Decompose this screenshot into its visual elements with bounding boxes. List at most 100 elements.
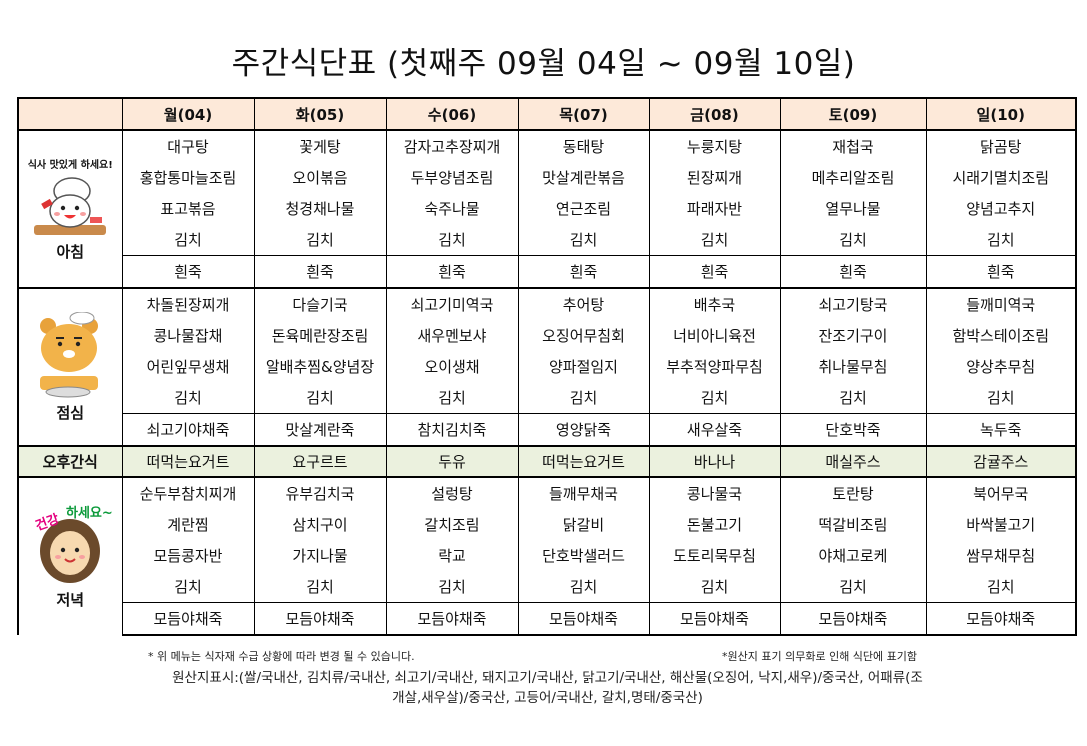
day-header-row: 월(04) 화(05) 수(06) 목(07) 금(08) 토(09) 일(10…: [17, 97, 1077, 131]
breakfast-row: 식사 맛있게 하세요! 아침 대구탕 꽃게탕 감자고추장찌개 동태탕 누룽지탕 …: [17, 130, 1077, 288]
menu-cell: 모듬야채죽: [779, 602, 927, 636]
snack-row: 오후간식 떠먹는요거트 요구르트 두유 떠먹는요거트 바나나 매실주스 감귤주스: [17, 445, 1077, 478]
menu-cell: 다슬기국: [253, 287, 387, 320]
weekly-menu-table: 월(04) 화(05) 수(06) 목(07) 금(08) 토(09) 일(10…: [17, 97, 1077, 636]
menu-cell: 김치: [517, 571, 650, 603]
menu-cell: 취나물무침: [779, 351, 927, 382]
menu-cell: 바싹불고기: [925, 509, 1077, 540]
bear-character-icon: [40, 311, 99, 397]
menu-cell: 김치: [925, 382, 1077, 414]
menu-cell: 떡갈비조림: [779, 509, 927, 540]
day-header: 화(05): [253, 97, 387, 131]
menu-cell: 감자고추장찌개: [385, 130, 519, 162]
origin-label-note: *원산지 표기 의무화로 인해 식단에 표기함: [722, 650, 918, 663]
menu-cell: 김치: [385, 571, 519, 603]
dinner-row: 모듬콩자반 가지나물 락교 단호박샐러드 도토리묵무침 야채고로케 쌈무채무침: [18, 540, 1077, 571]
menu-cell: 함박스테이조림: [925, 320, 1077, 351]
menu-cell: 파래자반: [648, 193, 781, 224]
menu-cell: 쌈무채무침: [925, 540, 1077, 571]
snack-label: 오후간식: [17, 445, 123, 478]
menu-cell: 김치: [779, 382, 927, 414]
breakfast-label-cell: 식사 맛있게 하세요! 아침: [17, 130, 123, 288]
menu-cell: 락교: [385, 540, 519, 571]
menu-cell: 홍합통마늘조림: [121, 162, 255, 193]
menu-cell: 청경채나물: [253, 193, 387, 224]
dinner-row: 계란찜 삼치구이 갈치조림 닭갈비 돈불고기 떡갈비조림 바싹불고기: [18, 509, 1077, 540]
menu-cell: 김치: [925, 224, 1077, 256]
menu-cell: 꽃게탕: [253, 130, 387, 162]
menu-cell: 흰죽: [925, 255, 1077, 288]
menu-cell: 김치: [925, 571, 1077, 603]
menu-cell: 도토리묵무침: [648, 540, 781, 571]
menu-cell: 가지나물: [253, 540, 387, 571]
day-header: 목(07): [517, 97, 650, 131]
menu-cell: 모듬야채죽: [385, 602, 519, 636]
menu-cell: 요구르트: [253, 445, 387, 478]
origin-info-line2: 개살,새우살)/중국산, 고등어/국내산, 갈치,명태/중국산): [392, 690, 703, 706]
menu-cell: 배추국: [648, 287, 781, 320]
menu-cell: 김치: [385, 382, 519, 414]
corner-cell: [17, 97, 123, 131]
menu-cell: 쇠고기야채죽: [121, 413, 255, 446]
menu-cell: 맛살계란볶음: [517, 162, 650, 193]
menu-cell: 계란찜: [121, 509, 255, 540]
menu-cell: 닭갈비: [517, 509, 650, 540]
menu-cell: 모듬야채죽: [925, 602, 1077, 636]
dinner-row: 건강 하세요~ 저녁 순두부참치찌개 유부김치국 설렁탕 들깨무채국 콩나물국 …: [17, 477, 1077, 635]
menu-cell: 김치: [517, 224, 650, 256]
page-title: 주간식단표 (첫째주 09월 04일 ~ 09월 10일): [231, 46, 856, 82]
menu-cell: 단호박죽: [779, 413, 927, 446]
menu-cell: 동태탕: [517, 130, 650, 162]
menu-cell: 김치: [648, 571, 781, 603]
menu-cell: 김치: [253, 571, 387, 603]
dinner-porridge-row: 모듬야채죽 모듬야채죽 모듬야채죽 모듬야채죽 모듬야채죽 모듬야채죽 모듬야채…: [18, 602, 1077, 636]
menu-cell: 김치: [517, 382, 650, 414]
day-header: 수(06): [385, 97, 519, 131]
menu-cell: 북어무국: [925, 477, 1077, 509]
menu-cell: 차돌된장찌개: [121, 287, 255, 320]
menu-cell: 김치: [121, 382, 255, 414]
menu-cell: 양상추무침: [925, 351, 1077, 382]
svg-text:건강: 건강: [33, 511, 61, 534]
menu-cell: 갈치조림: [385, 509, 519, 540]
menu-cell: 녹두죽: [925, 413, 1077, 446]
menu-cell: 흰죽: [253, 255, 387, 288]
day-header: 금(08): [648, 97, 781, 131]
menu-cell: 시래기멸치조림: [925, 162, 1077, 193]
menu-cell: 흰죽: [517, 255, 650, 288]
menu-cell: 양파절임지: [517, 351, 650, 382]
menu-cell: 모듬야채죽: [121, 602, 255, 636]
menu-cell: 두유: [385, 445, 519, 478]
menu-cell: 어린잎무생채: [121, 351, 255, 382]
menu-cell: 김치: [779, 224, 927, 256]
menu-cell: 추어탕: [517, 287, 650, 320]
menu-cell: 양념고추지: [925, 193, 1077, 224]
menu-cell: 오이생채: [385, 351, 519, 382]
menu-cell: 새우멘보샤: [385, 320, 519, 351]
menu-cell: 흰죽: [385, 255, 519, 288]
menu-cell: 떠먹는요거트: [517, 445, 650, 478]
lunch-row: 어린잎무생채 알배추찜&양념장 오이생채 양파절임지 부추적양파무침 취나물무침…: [18, 351, 1077, 382]
breakfast-image-caption: 식사 맛있게 하세요!: [27, 160, 113, 171]
menu-cell: 감귤주스: [925, 445, 1077, 478]
menu-cell: 연근조림: [517, 193, 650, 224]
menu-cell: 쇠고기미역국: [385, 287, 519, 320]
lunch-row: 김치 김치 김치 김치 김치 김치 김치: [18, 382, 1077, 414]
menu-cell: 김치: [648, 224, 781, 256]
breakfast-row: 홍합통마늘조림 오이볶음 두부양념조림 맛살계란볶음 된장찌개 메추리알조림 시…: [18, 162, 1077, 193]
menu-cell: 너비아니육전: [648, 320, 781, 351]
menu-cell: 오징어무침회: [517, 320, 650, 351]
menu-cell: 잔조기구이: [779, 320, 927, 351]
menu-cell: 표고볶음: [121, 193, 255, 224]
menu-cell: 흰죽: [648, 255, 781, 288]
menu-cell: 김치: [253, 382, 387, 414]
chef-character-icon: [34, 177, 107, 235]
menu-cell: 토란탕: [779, 477, 927, 509]
menu-cell: 들깨무채국: [517, 477, 650, 509]
menu-cell: 메추리알조림: [779, 162, 927, 193]
menu-cell: 김치: [385, 224, 519, 256]
menu-cell: 모듬야채죽: [648, 602, 781, 636]
menu-cell: 맛살계란죽: [253, 413, 387, 446]
menu-cell: 설렁탕: [385, 477, 519, 509]
menu-cell: 순두부참치찌개: [121, 477, 255, 509]
